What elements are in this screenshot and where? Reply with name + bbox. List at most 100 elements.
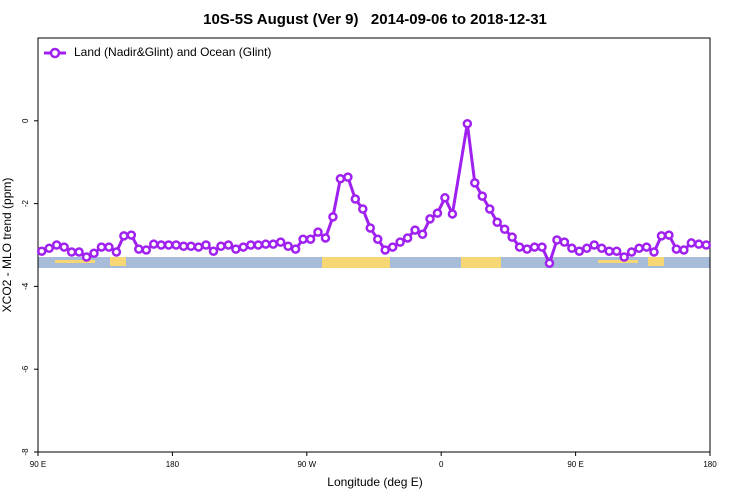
point	[552, 235, 562, 245]
point	[387, 242, 398, 252]
x-tick-label: 180	[703, 460, 717, 469]
point	[186, 241, 196, 251]
point	[275, 237, 286, 247]
x-tick-label: 90 E	[567, 460, 583, 469]
point	[290, 244, 301, 254]
point	[104, 242, 114, 252]
point	[126, 230, 137, 240]
x-tick-label: 90 E	[30, 460, 46, 469]
point	[313, 227, 323, 237]
point	[634, 243, 644, 254]
point	[111, 247, 122, 257]
point	[596, 243, 607, 254]
point	[537, 242, 547, 252]
point	[664, 230, 674, 240]
point	[649, 247, 659, 257]
point	[425, 214, 435, 224]
y-tick-label: -2	[21, 199, 30, 207]
point	[686, 238, 697, 248]
point	[611, 246, 622, 256]
point	[178, 241, 189, 251]
point	[507, 232, 517, 242]
point	[582, 243, 592, 254]
point	[253, 240, 264, 250]
point	[701, 240, 712, 250]
point	[134, 244, 144, 254]
point	[305, 234, 316, 244]
point	[51, 240, 62, 250]
point	[358, 204, 368, 214]
point	[328, 212, 338, 222]
point	[74, 247, 84, 257]
point	[59, 242, 69, 252]
x-tick-label: 90 W	[297, 460, 316, 469]
point	[380, 245, 390, 255]
point	[163, 240, 174, 250]
point	[656, 231, 667, 241]
point	[89, 248, 99, 259]
point	[432, 208, 443, 218]
y-tick-label: 0	[21, 118, 30, 123]
x-axis-label: Longitude (deg E)	[327, 475, 422, 489]
y-tick-label: -4	[21, 282, 30, 290]
point	[44, 243, 54, 254]
point	[238, 242, 249, 252]
point	[246, 240, 256, 250]
point	[201, 240, 211, 250]
point	[231, 244, 241, 254]
point	[320, 233, 331, 243]
point	[514, 242, 525, 252]
point	[574, 246, 585, 256]
point	[544, 258, 555, 268]
point	[462, 118, 473, 129]
point	[81, 252, 92, 262]
point	[395, 237, 405, 247]
point	[193, 242, 204, 252]
point	[372, 234, 383, 244]
point	[141, 245, 152, 255]
point	[589, 240, 600, 250]
point	[365, 223, 376, 233]
point	[119, 231, 129, 241]
point	[156, 240, 166, 250]
y-axis-label: XCO2 - MLO trend (ppm)	[0, 178, 14, 313]
point	[477, 191, 488, 201]
point	[283, 241, 293, 251]
point	[410, 225, 420, 235]
point	[499, 224, 510, 235]
point	[626, 247, 637, 257]
point	[216, 241, 226, 251]
point	[447, 209, 458, 219]
point	[417, 229, 428, 239]
point	[559, 237, 570, 247]
point	[148, 239, 159, 249]
x-tick-label: 0	[439, 460, 444, 469]
point	[268, 239, 278, 249]
point	[671, 244, 682, 254]
point	[484, 204, 495, 214]
point	[208, 246, 219, 256]
point	[260, 239, 271, 249]
point	[604, 246, 614, 256]
point	[36, 246, 47, 256]
point	[66, 247, 77, 257]
point	[171, 240, 181, 250]
y-tick-label: -6	[21, 365, 30, 373]
point	[679, 245, 689, 255]
point	[470, 178, 480, 188]
point	[343, 172, 353, 182]
x-tick-label: 180	[166, 460, 180, 469]
point	[350, 194, 361, 204]
point	[567, 243, 577, 254]
point	[529, 242, 540, 252]
point	[522, 244, 532, 254]
series-line	[41, 123, 707, 268]
point	[694, 239, 704, 249]
point	[402, 233, 413, 243]
map-strip	[38, 257, 710, 268]
y-tick-label: -8	[21, 448, 30, 456]
point	[492, 217, 502, 227]
point	[440, 193, 450, 203]
legend-label: Land (Nadir&Glint) and Ocean (Glint)	[74, 45, 271, 59]
